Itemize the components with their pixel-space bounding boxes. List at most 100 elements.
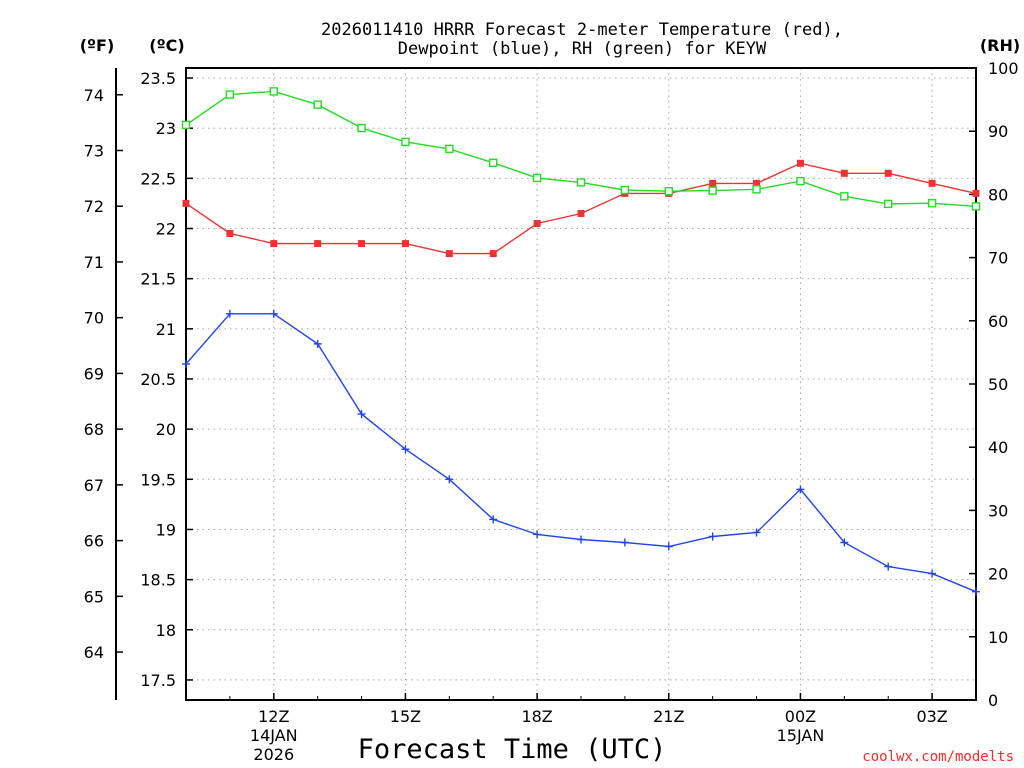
temperature-point <box>972 189 980 197</box>
celsius-tick-label: 21.5 <box>140 270 176 289</box>
dewpoint-point <box>357 410 366 419</box>
dewpoint-point <box>664 542 673 551</box>
celsius-tick-label: 23.5 <box>140 69 176 88</box>
temperature-point <box>401 240 409 248</box>
rh-point <box>884 199 893 209</box>
temperature-point <box>840 169 848 177</box>
fahrenheit-tick-label: 73 <box>84 141 104 160</box>
fahrenheit-tick-label: 74 <box>84 86 104 105</box>
celsius-tick-label: 19 <box>156 520 176 539</box>
temperature-point <box>753 179 761 187</box>
time-tick-label: 21Z <box>653 707 684 726</box>
dewpoint-point <box>708 532 717 541</box>
celsius-tick-label: 22 <box>156 220 176 239</box>
rh-point <box>927 199 937 208</box>
temperature-point <box>445 250 453 258</box>
dewpoint-point <box>445 475 454 484</box>
fahrenheit-tick-label: 70 <box>84 309 104 328</box>
celsius-tick-label: 17.5 <box>140 671 176 690</box>
dewpoint-point <box>928 569 937 578</box>
x-axis-title: Forecast Time (UTC) <box>358 734 667 765</box>
celsius-tick-label: 22.5 <box>140 169 176 188</box>
temperature-point <box>358 240 366 248</box>
grid-lines <box>186 68 976 700</box>
celsius-unit-label: (ºC) <box>149 36 184 55</box>
rh-unit-label: (RH) <box>980 36 1020 55</box>
fahrenheit-tick-label: 66 <box>84 532 104 551</box>
series-layer <box>181 87 981 596</box>
time-tick-date: 15JAN <box>777 726 825 745</box>
temperature-point <box>577 209 585 217</box>
fahrenheit-tick-label: 71 <box>84 253 104 272</box>
rh-point <box>708 186 717 195</box>
rh-point <box>313 100 322 109</box>
dewpoint-point <box>620 538 629 547</box>
rh-point <box>401 137 410 147</box>
time-tick-label: 12Z <box>258 707 289 726</box>
celsius-tick-label: 20 <box>156 420 176 439</box>
fahrenheit-tick-label: 67 <box>84 476 104 495</box>
rh-tick-label: 90 <box>988 122 1008 141</box>
dewpoint-point <box>884 562 893 571</box>
rh-tick-label: 20 <box>988 565 1008 584</box>
rh-tick-label: 50 <box>988 375 1008 394</box>
dewpoint-point <box>269 309 278 318</box>
rh-tick-label: 80 <box>988 185 1008 204</box>
celsius-tick-label: 23 <box>156 119 176 138</box>
celsius-axis-ticks: 17.5 18 18.5 19 19.5 20 20.5 21 21.5 22 22.5 23 23.5 <box>140 69 193 690</box>
fahrenheit-tick-label: 64 <box>84 643 104 662</box>
time-tick-date: 14JAN <box>250 726 298 745</box>
dewpoint-point <box>577 535 585 544</box>
rh-point <box>489 158 498 168</box>
rh-tick-label: 0 <box>988 691 998 710</box>
fahrenheit-tick-label: 68 <box>84 420 104 439</box>
rh-point <box>971 202 981 211</box>
dewpoint-point <box>313 339 322 348</box>
dewpoint-series <box>182 309 980 596</box>
time-tick-label: 00Z <box>785 707 816 726</box>
rh-point <box>225 90 235 99</box>
temperature-point <box>182 199 190 207</box>
time-tick-label: 15Z <box>390 707 421 726</box>
temperature-point <box>884 169 892 177</box>
temperature-point <box>314 240 322 248</box>
rh-point <box>181 120 191 130</box>
dewpoint-point <box>752 528 761 537</box>
dewpoint-point <box>840 538 849 547</box>
rh-point <box>532 173 542 183</box>
temperature-point <box>270 240 278 248</box>
rh-point <box>357 123 366 133</box>
celsius-tick-label: 21 <box>156 320 176 339</box>
dewpoint-point <box>401 445 410 454</box>
rh-tick-label: 60 <box>988 312 1008 331</box>
rh-point <box>269 87 278 96</box>
rh-point <box>620 185 630 195</box>
celsius-tick-label: 19.5 <box>140 470 176 489</box>
temperature-line <box>185 162 977 255</box>
temperature-series <box>182 159 980 258</box>
rh-tick-label: 70 <box>988 249 1008 268</box>
rh-tick-label: 30 <box>988 501 1008 520</box>
fahrenheit-tick-label: 69 <box>84 364 104 383</box>
fahrenheit-tick-label: 72 <box>84 197 104 216</box>
chart-title-line2: Dewpoint (blue), RH (green) for KEYW <box>398 39 767 59</box>
celsius-tick-label: 18.5 <box>140 571 176 590</box>
rh-point <box>840 192 849 201</box>
source-credit: coolwx.com/modelts <box>862 749 1014 765</box>
plot-frame <box>185 67 977 701</box>
dewpoint-point <box>972 587 980 596</box>
fahrenheit-axis-ticks: 64 65 66 67 68 69 70 71 72 73 74 <box>84 86 123 662</box>
temperature-point <box>226 230 234 238</box>
fahrenheit-unit-label: (ºF) <box>80 36 115 55</box>
chart-title-line1: 2026011410 HRRR Forecast 2-meter Tempera… <box>321 20 843 40</box>
rh-line <box>185 90 977 208</box>
rh-tick-label: 100 <box>988 59 1019 78</box>
rh-axis-ticks: 0 10 20 30 40 50 60 70 80 90 100 <box>969 59 1019 710</box>
dewpoint-point <box>489 515 498 524</box>
time-tick-label: 18Z <box>521 707 552 726</box>
time-tick-label: 03Z <box>916 707 947 726</box>
celsius-tick-label: 18 <box>156 621 176 640</box>
dewpoint-point <box>533 530 542 539</box>
